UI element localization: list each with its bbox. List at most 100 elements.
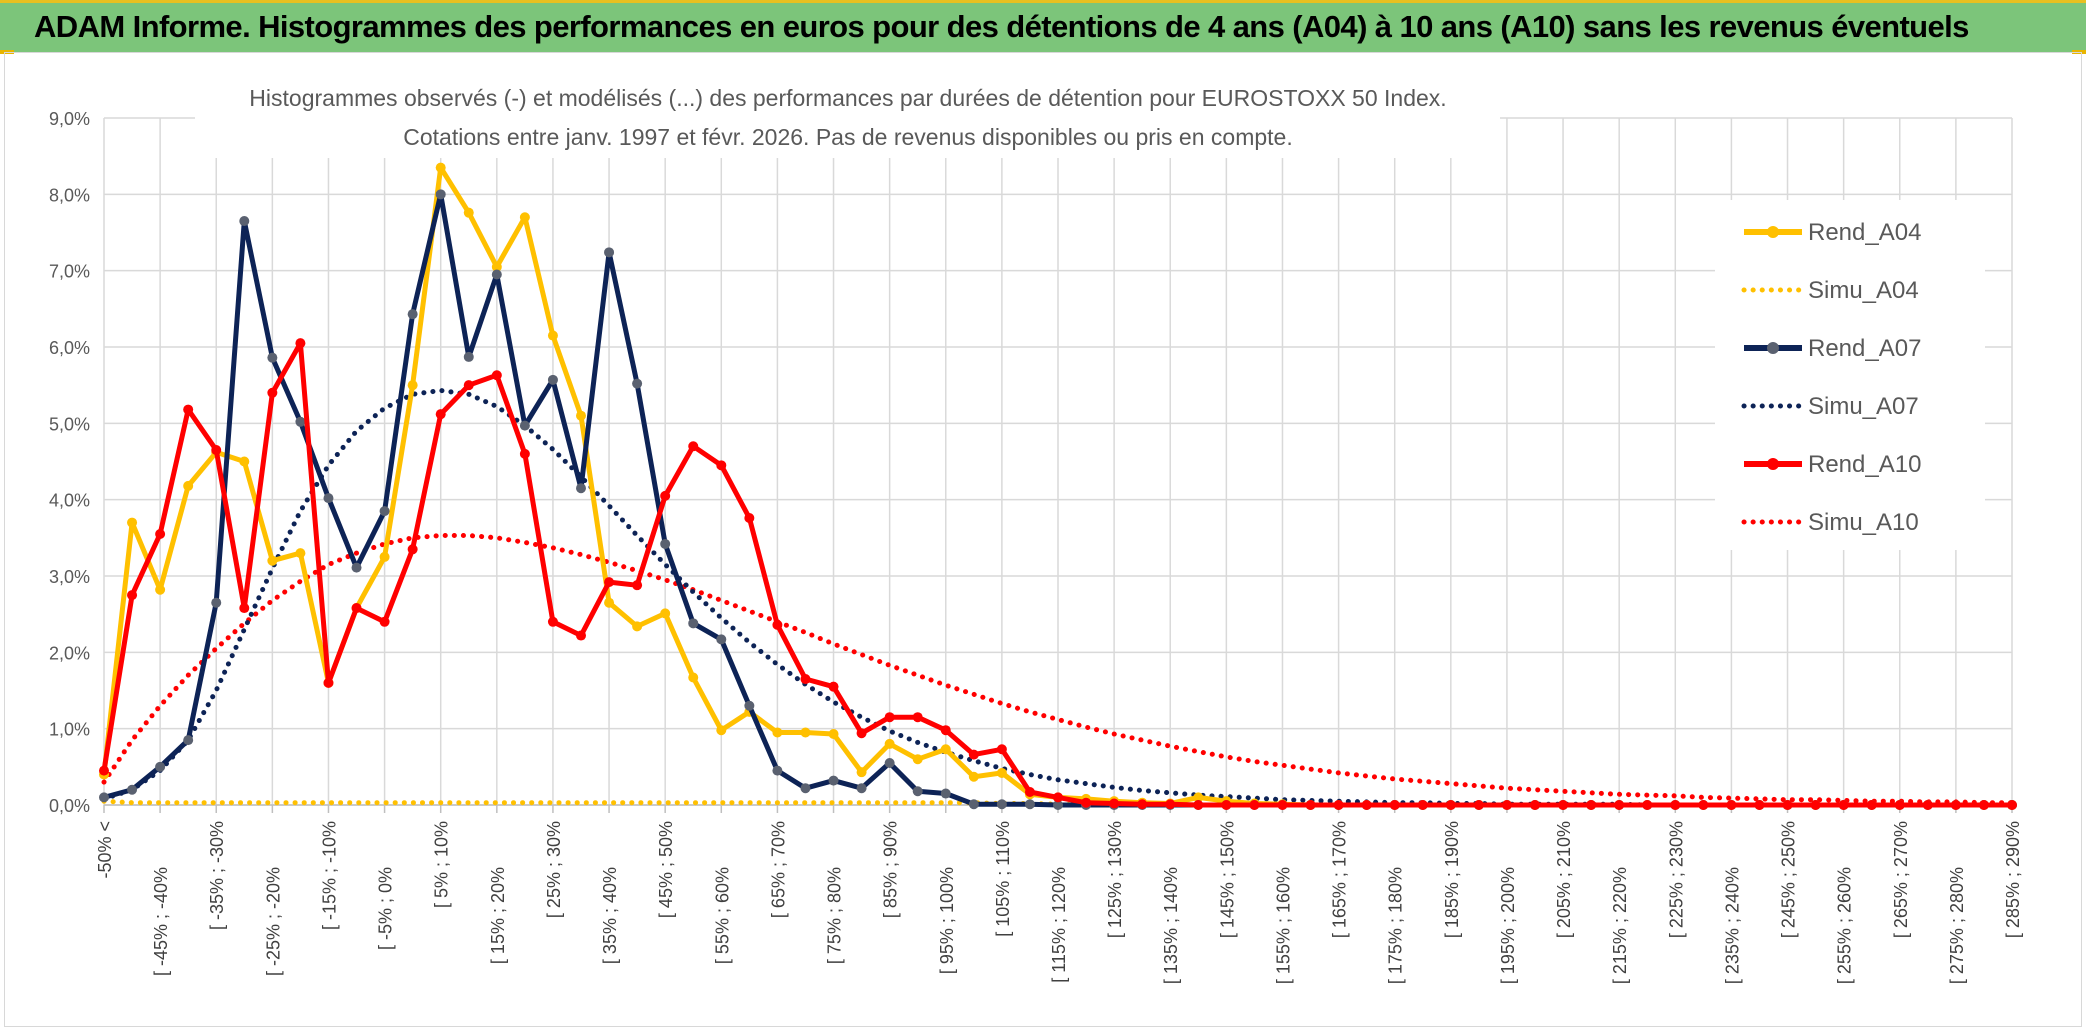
data-point-rend-a07 (716, 634, 727, 645)
data-point-rend-a10 (1024, 787, 1035, 798)
y-tick-label: 1,0% (49, 720, 90, 740)
data-point-rend-a10 (1361, 800, 1372, 810)
data-point-rend-a07 (267, 352, 278, 363)
x-tick-label: [ 65% ; 70% (768, 821, 788, 918)
x-tick-label: [ -15% ; -10% (319, 821, 339, 930)
x-tick-label: [ 95% ; 100% (937, 867, 957, 974)
data-point-rend-a10 (828, 681, 839, 692)
x-tick-label: [ 145% ; 150% (1217, 821, 1237, 938)
data-point-rend-a10 (1614, 800, 1625, 810)
data-point-rend-a04 (912, 754, 923, 765)
legend-marker-rend-a07 (1767, 342, 1779, 354)
data-point-rend-a10 (1081, 797, 1092, 808)
chart-frame (4, 52, 2082, 1027)
x-tick-label: [ 235% ; 240% (1722, 867, 1742, 984)
data-point-rend-a07 (295, 416, 306, 427)
y-tick-label: 9,0% (49, 109, 90, 129)
data-point-rend-a10 (940, 725, 951, 736)
x-tick-label: [ 275% ; 280% (1947, 867, 1967, 984)
axis-layer: 0,0% 1,0% 2,0% 3,0% 4,0% 5,0% 6,0% 7,0% 8,0% 9,0%… (49, 109, 2023, 984)
legend-label-simu-a04: Simu_A04 (1808, 277, 1919, 304)
data-point-rend-a10 (1473, 800, 1484, 810)
x-tick-label: [ 205% ; 210% (1554, 821, 1574, 938)
data-point-rend-a10 (351, 603, 362, 614)
data-point-rend-a04 (407, 380, 418, 391)
legend-label-simu-a07: Simu_A07 (1808, 393, 1919, 420)
data-point-rend-a10 (239, 603, 250, 614)
data-point-rend-a10 (323, 677, 334, 688)
data-point-rend-a10 (1530, 800, 1540, 810)
data-point-rend-a07 (379, 506, 390, 517)
data-point-rend-a10 (1501, 800, 1512, 810)
chart-title-line-1: Histogrammes observés (-) et modélisés (… (249, 85, 1446, 111)
data-point-rend-a10 (435, 409, 446, 420)
x-tick-label: [ 155% ; 160% (1273, 867, 1293, 984)
data-point-rend-a10 (99, 765, 109, 776)
data-point-rend-a10 (2007, 800, 2017, 810)
data-point-rend-a10 (1782, 800, 1793, 810)
data-point-rend-a10 (1726, 800, 1737, 810)
y-tick-label: 0,0% (49, 796, 90, 816)
data-point-rend-a10 (996, 744, 1007, 755)
data-point-rend-a10 (295, 338, 306, 349)
report-title: ADAM Informe. Histogrammes des performan… (34, 9, 1969, 44)
data-point-rend-a04 (996, 767, 1007, 778)
data-point-rend-a07 (435, 189, 446, 200)
data-point-rend-a07 (744, 700, 755, 711)
legend-label-rend-a07: Rend_A07 (1808, 335, 1921, 362)
data-point-rend-a10 (379, 616, 390, 627)
data-point-rend-a04 (127, 517, 138, 528)
data-point-rend-a04 (463, 207, 474, 218)
data-point-rend-a10 (1558, 800, 1569, 810)
data-point-rend-a07 (688, 618, 699, 629)
x-tick-label: [ 35% ; 40% (600, 867, 620, 964)
x-tick-label: [ 115% ; 120% (1049, 867, 1069, 983)
data-point-rend-a10 (1838, 800, 1849, 810)
x-tick-label: [ 255% ; 260% (1835, 867, 1855, 984)
data-point-rend-a04 (884, 738, 895, 749)
data-point-rend-a07 (604, 247, 615, 258)
data-point-rend-a07 (856, 783, 867, 794)
data-point-rend-a10 (1445, 800, 1456, 810)
data-point-rend-a04 (968, 771, 979, 782)
data-point-rend-a10 (604, 577, 615, 588)
x-tick-label: [ 285% ; 290% (2003, 821, 2023, 938)
data-point-rend-a04 (660, 608, 671, 619)
data-point-rend-a10 (491, 370, 502, 381)
data-point-rend-a07 (351, 562, 362, 573)
data-point-rend-a10 (1389, 800, 1400, 810)
data-point-rend-a07 (1053, 800, 1063, 810)
data-point-rend-a10 (1417, 800, 1428, 810)
data-point-rend-a10 (1109, 798, 1120, 809)
data-point-rend-a07 (996, 799, 1007, 810)
x-tick-label: -50% < (95, 821, 115, 879)
x-tick-label: [ 25% ; 30% (544, 821, 564, 918)
data-point-rend-a10 (1193, 800, 1204, 810)
data-point-rend-a07 (576, 483, 586, 494)
data-point-rend-a10 (547, 616, 558, 627)
data-point-rend-a07 (772, 765, 783, 776)
data-point-rend-a10 (744, 512, 755, 523)
x-tick-label: [ 75% ; 80% (825, 867, 845, 964)
x-tick-label: [ 185% ; 190% (1442, 821, 1462, 938)
data-point-rend-a10 (688, 441, 699, 452)
x-tick-label: [ -35% ; -30% (207, 821, 227, 930)
x-tick-label: [ -45% ; -40% (151, 867, 171, 976)
data-point-rend-a10 (267, 387, 278, 398)
data-point-rend-a04 (239, 456, 250, 467)
data-point-rend-a07 (547, 374, 558, 385)
data-point-rend-a10 (127, 590, 138, 601)
data-point-rend-a07 (968, 799, 979, 810)
data-point-rend-a04 (155, 584, 166, 595)
data-point-rend-a10 (1165, 799, 1176, 810)
data-point-rend-a04 (435, 162, 446, 173)
data-point-rend-a07 (323, 493, 334, 504)
data-point-rend-a04 (604, 597, 615, 608)
data-point-rend-a04 (716, 725, 727, 736)
data-point-rend-a04 (632, 621, 643, 632)
data-point-rend-a10 (772, 619, 783, 630)
y-tick-label: 4,0% (49, 491, 90, 511)
legend-marker-rend-a10 (1767, 458, 1779, 470)
data-point-rend-a07 (660, 538, 671, 549)
